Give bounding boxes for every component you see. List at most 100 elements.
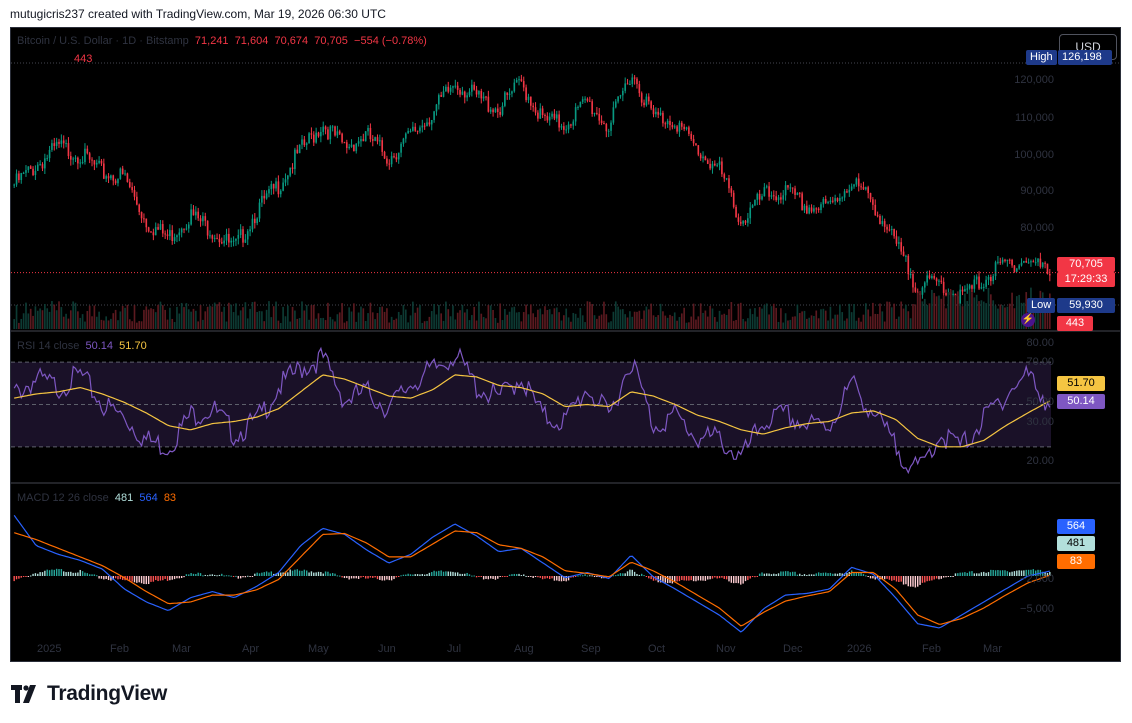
macd-histogram-bar xyxy=(1018,570,1020,576)
candle-body xyxy=(869,193,872,200)
volume-bar xyxy=(711,308,714,329)
macd-histogram-bar xyxy=(730,576,733,583)
macd-histogram-bar xyxy=(950,575,952,577)
volume-bar xyxy=(482,317,485,329)
volume-bar xyxy=(44,303,46,329)
macd-histogram-bar xyxy=(468,574,471,576)
lightning-icon[interactable]: ⚡ xyxy=(1021,313,1035,327)
brand-name: TradingView xyxy=(47,682,168,705)
candle-body xyxy=(473,84,476,90)
candle-body xyxy=(678,122,681,132)
candle-body xyxy=(211,235,214,239)
candle-body xyxy=(244,239,247,243)
candle-body xyxy=(407,130,409,134)
candle-body xyxy=(954,293,957,297)
candle-body xyxy=(449,87,452,92)
candle-body xyxy=(905,255,907,257)
macd-histogram-bar xyxy=(834,573,836,576)
candle-body xyxy=(72,158,74,160)
macd-histogram-bar xyxy=(390,576,393,581)
volume-bar xyxy=(98,311,100,329)
volume-bar xyxy=(117,320,119,329)
countdown-badge: 17:29:33 xyxy=(1057,272,1115,287)
volume-bar xyxy=(433,304,435,329)
macd-histogram-bar xyxy=(645,576,648,577)
macd-histogram-bar xyxy=(593,576,596,577)
macd-histogram-bar xyxy=(72,572,74,576)
macd-histogram-bar xyxy=(492,576,494,579)
volume-bar xyxy=(801,311,803,329)
volume-bar xyxy=(437,304,440,329)
candle-body xyxy=(183,228,185,230)
candle-body xyxy=(303,139,306,146)
volume-bar xyxy=(782,322,785,329)
chart-canvas[interactable] xyxy=(11,28,1121,662)
macd-histogram-bar xyxy=(32,573,34,576)
volume-bar xyxy=(161,305,164,329)
chart-frame[interactable]: Bitcoin / U.S. Dollar · 1D · Bitstamp 71… xyxy=(10,27,1121,662)
candle-body xyxy=(787,185,789,188)
volume-bar xyxy=(961,306,964,329)
candle-body xyxy=(379,140,381,142)
macd-histogram-bar xyxy=(952,576,954,577)
candle-body xyxy=(626,83,629,85)
macd-histogram-bar xyxy=(452,571,454,576)
macd-histogram-bar xyxy=(983,571,985,576)
candle-body xyxy=(128,181,131,188)
macd-histogram-bar xyxy=(881,576,884,580)
macd-histogram-bar xyxy=(322,573,324,576)
volume-bar xyxy=(537,309,539,329)
candle-body xyxy=(404,133,407,139)
volume-bar xyxy=(862,314,865,329)
candle-body xyxy=(435,104,438,112)
candle-body xyxy=(791,187,794,189)
candle-body xyxy=(353,144,355,152)
macd-histogram-bar xyxy=(41,572,44,576)
macd-histogram-bar xyxy=(617,574,619,576)
candle-body xyxy=(409,130,412,132)
candle-body xyxy=(522,81,525,88)
volume-bar xyxy=(895,318,898,329)
volume-bar xyxy=(95,316,98,329)
volume-bar xyxy=(263,321,266,329)
candle-body xyxy=(329,126,332,140)
macd-histogram-bar xyxy=(886,576,888,579)
macd-histogram-bar xyxy=(872,576,874,579)
candle-body xyxy=(735,206,737,218)
volume-bar xyxy=(921,301,924,329)
candle-body xyxy=(558,114,560,128)
volume-bar xyxy=(940,298,943,329)
volume-bar xyxy=(107,320,110,329)
volume-bar xyxy=(898,316,900,329)
candle-body xyxy=(117,178,119,184)
candle-body xyxy=(98,160,100,163)
volume-bar xyxy=(591,304,593,329)
candle-body xyxy=(600,120,603,124)
volume-bar xyxy=(577,317,579,329)
macd-histogram-bar xyxy=(1049,571,1051,576)
candle-body xyxy=(338,131,341,134)
macd-histogram-bar xyxy=(1020,570,1023,576)
candle-body xyxy=(126,173,129,182)
macd-histogram-bar xyxy=(902,576,905,585)
candle-body xyxy=(572,121,575,126)
macd-histogram-bar xyxy=(584,574,586,576)
macd-histogram-bar xyxy=(954,573,957,576)
rsi-tick: 80.00 xyxy=(1026,337,1054,349)
macd-histogram-bar xyxy=(81,571,84,576)
macd-histogram-bar xyxy=(291,570,294,576)
volume-bar xyxy=(216,304,218,329)
macd-line xyxy=(13,514,1050,633)
volume-bar xyxy=(110,318,112,329)
candle-body xyxy=(81,162,84,164)
candle-body xyxy=(305,143,308,146)
candle-body xyxy=(605,124,608,132)
candle-body xyxy=(147,227,150,232)
candle-body xyxy=(426,122,428,127)
candle-body xyxy=(206,220,209,236)
candle-body xyxy=(810,207,813,212)
macd-histogram-bar xyxy=(360,576,362,578)
macd-histogram-bar xyxy=(324,571,327,576)
candle-body xyxy=(610,122,612,131)
macd-histogram-bar xyxy=(239,576,242,579)
